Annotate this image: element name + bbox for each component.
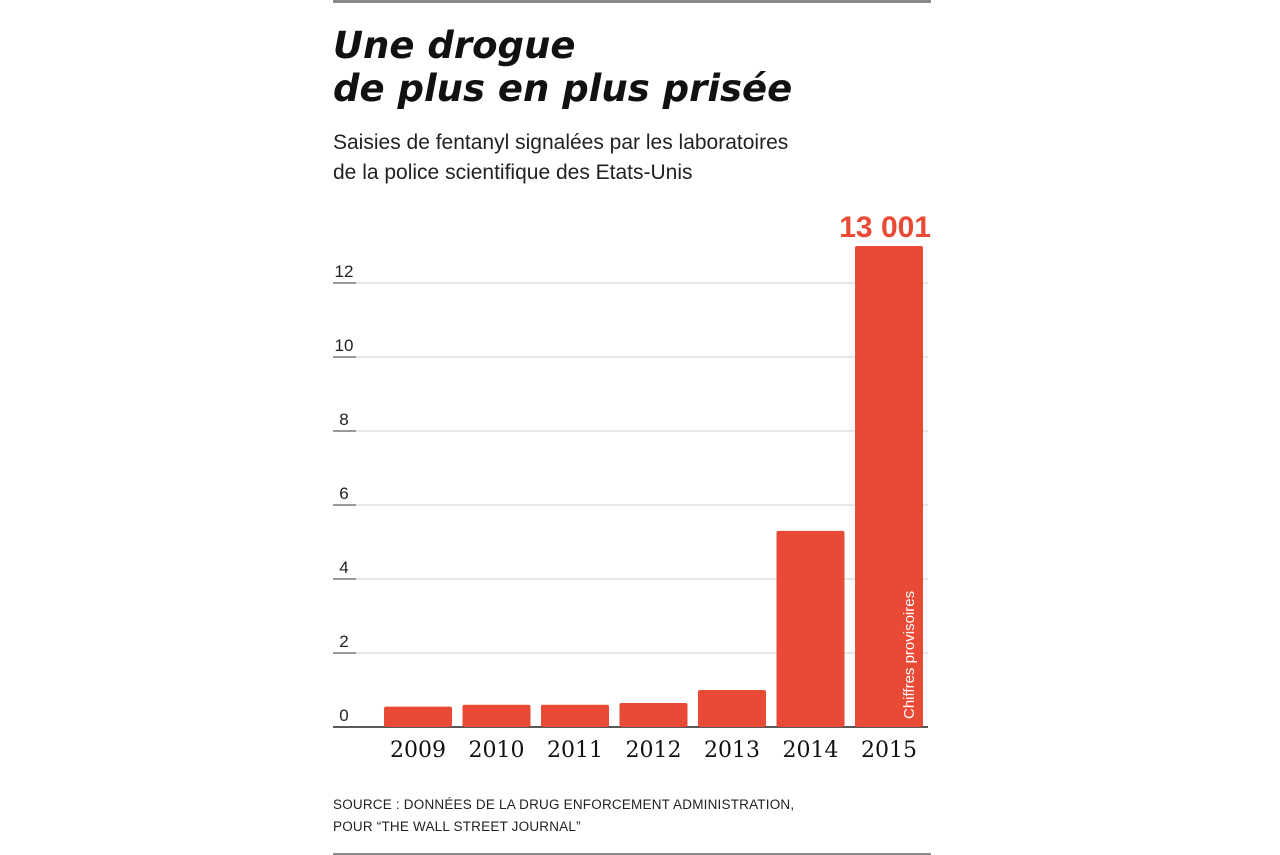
chart-subtitle-line-2: de la police scientifique des Etats-Unis <box>333 161 693 184</box>
y-tick-label-10: 10 <box>335 336 354 355</box>
x-category-label-2009: 2009 <box>390 738 446 763</box>
bar-2012 <box>619 702 688 727</box>
bar-2010 <box>462 704 531 727</box>
x-category-label-2015: 2015 <box>861 738 917 763</box>
source-line-2: POUR “THE WALL STREET JOURNAL” <box>333 819 581 834</box>
chart-title: Une drogue de plus en plus prisée <box>333 24 933 110</box>
highlight-value-label: 13 001 <box>839 211 931 244</box>
chart-title-line-1: Une drogue <box>333 24 576 67</box>
y-tick-label-12: 12 <box>335 262 354 281</box>
chart-subtitle: Saisies de fentanyl signalées par les la… <box>333 128 933 188</box>
y-tick-label-6: 6 <box>339 484 348 503</box>
x-category-label-2012: 2012 <box>626 738 682 763</box>
x-category-label-2013: 2013 <box>704 738 760 763</box>
y-tick-label-0: 0 <box>339 706 348 725</box>
y-tick-label-2: 2 <box>339 632 348 651</box>
bar-2014 <box>776 530 845 727</box>
source-note: SOURCE : DONNÉES DE LA DRUG ENFORCEMENT … <box>333 794 933 838</box>
top-rule <box>333 0 931 3</box>
y-tick-label-4: 4 <box>339 558 348 577</box>
y-tick-label-8: 8 <box>339 410 348 429</box>
bottom-rule <box>333 853 931 855</box>
x-category-label-2011: 2011 <box>547 738 603 763</box>
x-category-label-2014: 2014 <box>783 738 839 763</box>
bar-2009 <box>384 706 452 727</box>
bar-chart: 0 2 4 6 8 10 12 2009 2010 2011 2012 2013 2014 2015 13 … <box>333 211 931 763</box>
chart-subtitle-line-1: Saisies de fentanyl signalées par les la… <box>333 131 789 154</box>
source-line-1: SOURCE : DONNÉES DE LA DRUG ENFORCEMENT … <box>333 797 795 812</box>
bar-2011 <box>541 704 609 727</box>
bar-2013 <box>698 690 766 727</box>
bar-2015 <box>855 246 923 727</box>
chart-title-line-2: de plus en plus prisée <box>333 67 793 110</box>
bar-annotation-provisional: Chiffres provisoires <box>901 591 918 719</box>
x-category-label-2010: 2010 <box>469 738 525 763</box>
